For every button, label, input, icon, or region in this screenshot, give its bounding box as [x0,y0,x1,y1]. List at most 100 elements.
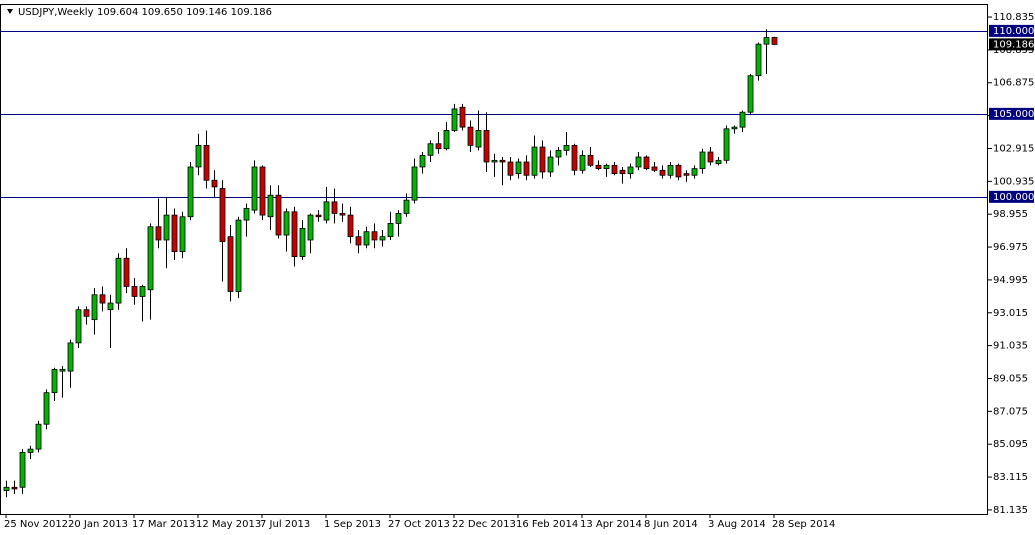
y-tick-label: 89.055 [993,373,1028,384]
candle-body [667,164,674,176]
candle-body [627,166,634,175]
candle-body [691,168,698,176]
level-label: 105.000 [993,109,1034,120]
candle-body [27,448,34,453]
candle-body [571,144,578,171]
candle-body [547,156,554,173]
y-tick-label: 100.935 [993,176,1034,187]
candle-body [323,201,330,221]
candle-body [331,201,338,214]
candle-body [539,146,546,173]
x-tick-label: 28 Sep 2014 [772,519,835,530]
candle-body [83,309,90,317]
y-tick-label: 98.955 [993,209,1028,220]
y-tick-label: 83.115 [993,472,1028,483]
x-tick-label: 7 Jul 2013 [260,519,310,530]
candle-body [75,309,82,344]
level-label: 110.000 [993,26,1034,37]
candle-body [659,169,666,176]
x-tick-label: 13 Apr 2014 [580,519,642,530]
candle-body [643,156,650,170]
candle-body [195,144,202,168]
candle-body [587,154,594,166]
candle-body [275,194,282,236]
candle-body [731,126,738,130]
candle-body [683,173,690,176]
candle-body [419,154,426,168]
y-tick-label: 96.975 [993,242,1028,253]
candle-body [179,216,186,253]
candle-body [531,146,538,176]
price-label-box [989,38,1034,51]
candle-body [379,236,386,241]
candle-body [299,227,306,257]
candle-body [395,213,402,224]
candle-body [251,166,258,211]
candle-body [259,166,266,216]
candle-body [499,159,506,163]
x-tick-label: 8 Jun 2014 [644,519,698,530]
candle-body [403,199,410,214]
y-tick-label: 102.915 [993,143,1034,154]
candle-body [483,130,490,163]
candle-body [763,37,770,45]
candle-body [619,169,626,175]
candle-body [491,159,498,163]
candle-body [755,43,762,77]
level-label-box [989,190,1034,203]
candle-body [451,108,458,131]
menu-triangle [7,9,13,14]
x-tick-label: 3 Aug 2014 [708,519,766,530]
level-label: 100.000 [993,192,1034,203]
candle-body [675,164,682,178]
candle-body [235,219,242,292]
candle-body [163,214,170,241]
candle-body [283,211,290,236]
candle-body [267,194,274,218]
candle-body [467,126,474,146]
candle-body [203,144,210,181]
x-tick-label: 27 Oct 2013 [388,519,450,530]
y-tick-label: 81.135 [993,505,1028,516]
candle-body [315,214,322,218]
candle-body [651,166,658,171]
candle-body [155,226,162,241]
x-tick-label: 17 Mar 2013 [132,519,195,530]
y-tick-label: 91.035 [993,341,1028,352]
candle-body [579,154,586,171]
candle-body [347,214,354,238]
y-tick-label: 87.075 [993,406,1028,417]
candle-body [411,166,418,201]
y-tick-label: 93.015 [993,308,1028,319]
candle-body [59,369,66,372]
plot-frame [0,4,988,515]
candle-body [355,236,362,246]
candle-body [563,144,570,151]
candle-body [715,159,722,165]
candle-body [635,156,642,168]
ohlc-label: 109.604 109.650 109.146 109.186 [97,7,272,18]
candle-body [475,130,482,148]
x-tick-label: 25 Nov 2012 [4,519,68,530]
candle-body [123,257,130,287]
candle-body [523,161,530,176]
candle-body [771,37,778,45]
candle-body [99,294,106,304]
price-label: 109.186 [993,39,1034,50]
candle-body [51,369,58,394]
y-tick-label: 94.995 [993,275,1028,286]
candle-body [115,257,122,304]
candle-body [227,236,234,292]
candle-body [307,214,314,241]
candle-body [67,342,74,372]
candle-body [91,294,98,321]
candle-body [187,166,194,218]
candle-body [603,164,610,170]
candle-body [243,208,250,221]
candle-body [211,179,218,188]
candle-body [443,130,450,150]
candle-body [459,106,466,128]
y-tick-label: 106.875 [993,78,1034,89]
candle-body [3,486,10,491]
